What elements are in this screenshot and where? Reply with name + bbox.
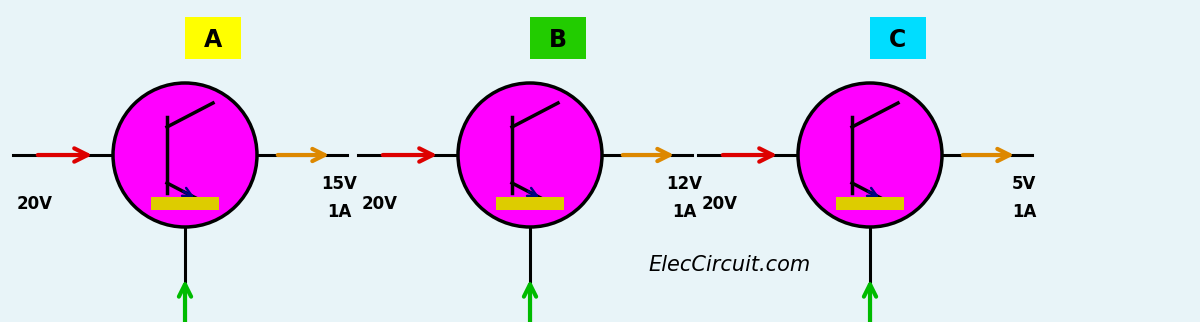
FancyBboxPatch shape bbox=[870, 17, 926, 59]
Text: 1A: 1A bbox=[326, 203, 352, 221]
Text: A: A bbox=[204, 28, 222, 52]
Circle shape bbox=[113, 83, 257, 227]
FancyBboxPatch shape bbox=[496, 197, 564, 210]
Text: B: B bbox=[550, 28, 568, 52]
Text: 20V: 20V bbox=[17, 195, 53, 213]
FancyBboxPatch shape bbox=[836, 197, 904, 210]
Circle shape bbox=[798, 83, 942, 227]
FancyBboxPatch shape bbox=[185, 17, 241, 59]
Text: 20V: 20V bbox=[362, 195, 398, 213]
Circle shape bbox=[458, 83, 602, 227]
Text: 1A: 1A bbox=[1012, 203, 1036, 221]
Text: ElecCircuit.com: ElecCircuit.com bbox=[649, 255, 811, 275]
FancyBboxPatch shape bbox=[151, 197, 220, 210]
Text: 15V: 15V bbox=[322, 175, 356, 193]
Text: 20V: 20V bbox=[702, 195, 738, 213]
Text: C: C bbox=[889, 28, 907, 52]
Text: 1A: 1A bbox=[672, 203, 696, 221]
Text: 12V: 12V bbox=[666, 175, 702, 193]
FancyBboxPatch shape bbox=[530, 17, 586, 59]
Text: 5V: 5V bbox=[1012, 175, 1036, 193]
